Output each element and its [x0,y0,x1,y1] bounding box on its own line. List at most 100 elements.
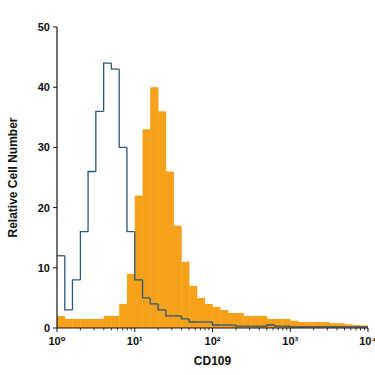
histogram-bar [88,319,96,328]
x-minor-tick [127,328,128,331]
y-tick-label: 10 [38,262,50,274]
histogram-bar [321,322,329,328]
histogram-bar [150,87,158,328]
histogram-step [205,321,213,322]
histogram-step [290,326,298,328]
histogram-step [166,310,174,316]
chart-container: 0102030405010⁰10¹10²10³10⁴CD109Relative … [0,0,375,375]
y-tick [53,207,57,208]
x-minor-tick [208,328,209,331]
x-minor-tick [337,328,338,331]
histogram-bar [135,196,143,328]
histogram-step [275,325,283,326]
chart: 0102030405010⁰10¹10²10³10⁴CD109Relative … [0,0,375,375]
y-tick [53,267,57,268]
histogram-step [282,326,290,327]
histogram-bar [197,298,205,328]
x-minor-tick [278,328,279,331]
x-tick [290,328,291,332]
histogram-step [88,171,96,231]
x-minor-tick [117,328,118,331]
histogram-step [119,69,127,147]
x-minor-tick [94,328,95,331]
histogram-bar [259,316,267,328]
x-minor-tick [189,328,190,331]
histogram-step [228,324,236,325]
histogram-bar [244,316,252,328]
x-minor-tick [313,328,314,331]
histogram-bar [127,274,135,328]
histogram-bar [189,286,197,328]
histogram-bar [111,316,119,328]
x-minor-tick [171,328,172,331]
histogram-bar [298,322,306,328]
x-minor-tick [103,328,104,331]
histogram-bar [205,304,213,328]
histogram-bar [337,323,345,328]
x-minor-tick [282,328,283,331]
histogram-step [127,147,135,231]
histogram-bar [236,313,244,328]
plot-area [57,63,368,328]
histogram-bar [251,316,259,328]
histogram-step [213,322,221,325]
x-minor-tick [80,328,81,331]
histogram-step [65,256,73,310]
histogram-step [135,232,143,280]
x-tick [368,328,369,332]
x-minor-tick [350,328,351,331]
x-minor-tick [158,328,159,331]
x-minor-tick [344,328,345,331]
x-tick-label: 10⁰ [48,335,65,347]
histogram-bar [174,226,182,328]
x-tick [57,328,58,332]
x-tick [134,328,135,332]
x-minor-tick [273,328,274,331]
x-minor-tick [364,328,365,331]
histogram-step [360,326,368,327]
histogram-step [72,280,80,310]
x-minor-tick [131,328,132,331]
x-tick [212,328,213,332]
histogram-bar [57,316,65,328]
x-minor-tick [249,328,250,331]
histogram-step [306,326,314,327]
x-minor-tick [286,328,287,331]
histogram-bar [96,319,104,328]
histogram-bar [104,316,112,328]
y-axis-label: Relative Cell Number [6,117,20,237]
y-tick-label: 40 [38,81,50,93]
y-tick-label: 20 [38,202,50,214]
x-minor-tick [200,328,201,331]
histogram-step [259,326,267,327]
histogram-bar [290,321,298,328]
histogram-bar [166,171,174,328]
histogram-bar [306,322,314,328]
histogram-bar [329,323,337,328]
histogram-step [150,298,158,304]
histogram-bar [119,304,127,328]
histogram-step [352,326,360,327]
histogram-bar [228,313,236,328]
histogram-step [158,304,166,310]
histogram-step [244,326,252,327]
x-tick-label: 10¹ [127,335,143,347]
histogram-step [104,63,112,111]
histogram-step [197,321,205,322]
histogram-bar [267,319,275,328]
y-tick [53,27,57,28]
x-minor-tick [266,328,267,331]
y-tick-label: 0 [44,322,50,334]
histogram-bar [282,319,290,328]
histogram-step [251,326,259,327]
x-minor-tick [195,328,196,331]
histogram-bar [80,319,88,328]
x-minor-tick [259,328,260,331]
histogram-bar [158,111,166,328]
histogram-step [96,111,104,171]
histogram-step [189,319,197,322]
x-minor-tick [181,328,182,331]
x-minor-tick [235,328,236,331]
histogram-step [236,325,244,326]
x-axis-label: CD109 [194,354,232,368]
